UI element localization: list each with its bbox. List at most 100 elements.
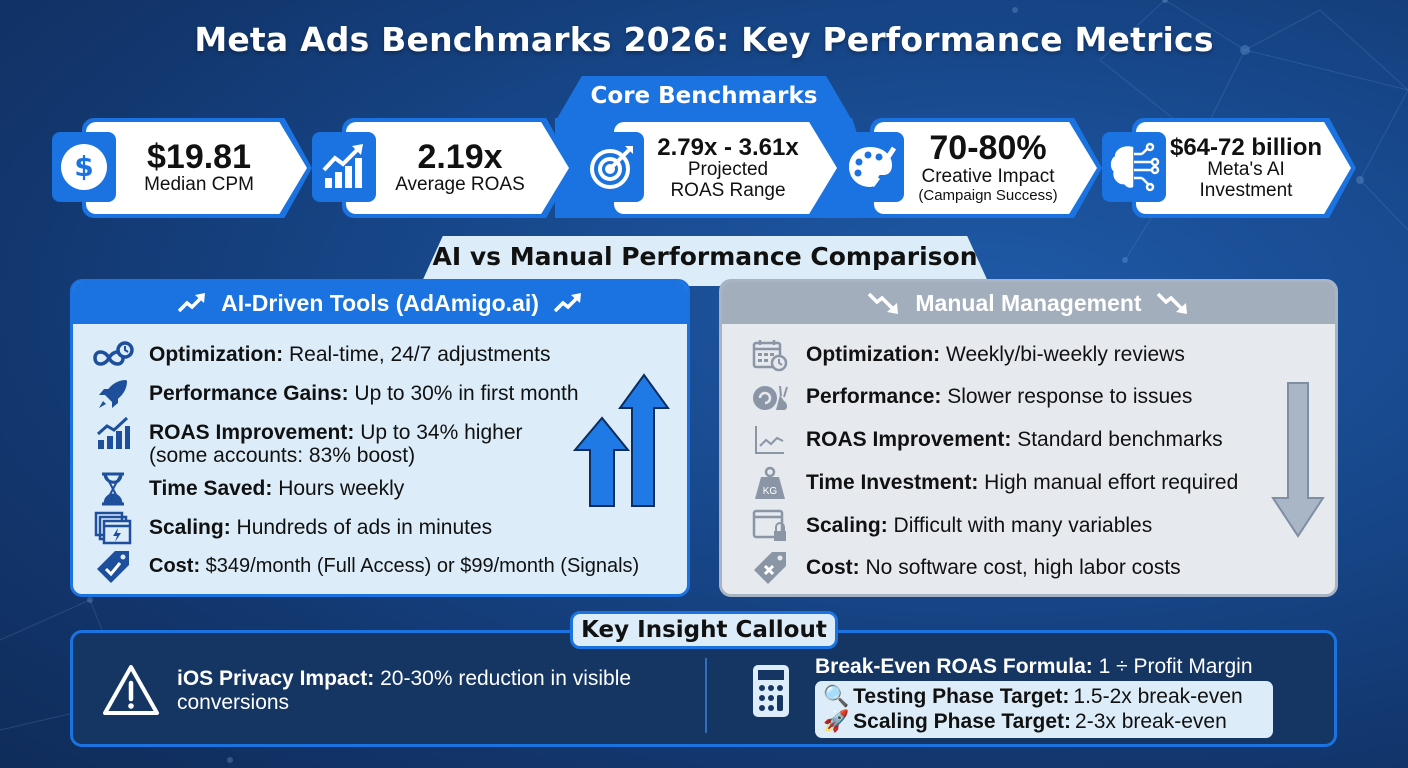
- key-insight-callout-label: Key Insight Callout: [570, 611, 838, 649]
- ios-value: 20-30% reduction in visible conversions: [177, 667, 632, 714]
- metric-card-average-roas: 2.19x Average ROAS: [312, 118, 574, 218]
- phase-targets: 🔍 Testing Phase Target: 1.5-2x break-eve…: [815, 681, 1273, 738]
- manual-panel-header: Manual Management: [722, 282, 1335, 324]
- formula-value: 1 ÷ Profit Margin: [1098, 655, 1253, 678]
- bar-chart-up-icon: [91, 416, 135, 450]
- manual-item-scaling: Scaling: Difficult with many variables: [748, 509, 1335, 551]
- item-value: Up to 30% in first month: [354, 382, 579, 405]
- down-arrow-icon: [1271, 382, 1325, 538]
- metric-sublabel: (Campaign Success): [918, 187, 1058, 205]
- item-key: Cost:: [806, 556, 860, 579]
- rocket-icon: [91, 377, 135, 411]
- hourglass-icon: [91, 472, 135, 506]
- trend-down-icon: [1156, 292, 1187, 314]
- item-key: Performance:: [806, 385, 942, 408]
- item-key: Cost:: [149, 555, 201, 577]
- metric-label: Meta's AI Investment: [1199, 158, 1293, 201]
- ai-item-performance-gains: Performance Gains: Up to 30% in first mo…: [91, 377, 687, 416]
- trend-up-icon: [553, 293, 581, 313]
- stacked-windows-icon: [91, 511, 135, 545]
- ios-privacy-impact: iOS Privacy Impact: 20-30% reduction in …: [177, 667, 697, 715]
- testing-phase-target: 🔍 Testing Phase Target: 1.5-2x break-eve…: [823, 684, 1265, 709]
- manual-item-time-investment: KG Time Investment: High manual effort r…: [748, 466, 1335, 509]
- manual-management-panel: Manual Management Optimization: Weekly/b…: [719, 279, 1338, 597]
- rocket-icon: 🚀: [823, 710, 850, 733]
- item-value: Difficult with many variables: [893, 514, 1153, 537]
- ios-key: iOS Privacy Impact:: [177, 667, 375, 690]
- metric-card-creative-impact: 70-80% Creative Impact (Campaign Success…: [840, 118, 1102, 218]
- manual-item-cost: Cost: No software cost, high labor costs: [748, 551, 1335, 590]
- metric-value: $19.81: [147, 137, 251, 176]
- ai-brain-icon: [1102, 132, 1166, 202]
- up-arrows-icon: [572, 373, 670, 507]
- item-value: No software cost, high labor costs: [865, 556, 1181, 579]
- calculator-icon: [753, 665, 789, 717]
- scaling-key: Scaling Phase Target:: [853, 710, 1072, 733]
- item-value-extra: (some accounts: 83% boost): [149, 444, 416, 467]
- palette-icon: [840, 132, 904, 202]
- page-title: Meta Ads Benchmarks 2026: Key Performanc…: [194, 20, 1214, 59]
- dollar-icon: $: [52, 132, 116, 202]
- ai-panel-header: AI-Driven Tools (AdAmigo.ai): [73, 282, 687, 324]
- item-key: Performance Gains:: [149, 382, 349, 405]
- ai-item-optimization: Optimization: Real-time, 24/7 adjustment…: [91, 338, 687, 377]
- ai-item-time-saved: Time Saved: Hours weekly: [91, 472, 687, 511]
- ai-item-cost: Cost: $349/month (Full Access) or $99/mo…: [91, 550, 687, 589]
- metric-label: Median CPM: [144, 174, 254, 196]
- manual-item-optimization: Optimization: Weekly/bi-weekly reviews: [748, 338, 1335, 380]
- comparison-title: AI vs Manual Performance Comparison: [432, 242, 978, 271]
- item-value: Real-time, 24/7 adjustments: [289, 343, 551, 366]
- trend-down-icon: [868, 292, 899, 314]
- break-even-formula: Break-Even ROAS Formula: 1 ÷ Profit Marg…: [815, 655, 1253, 679]
- item-key: Time Investment:: [806, 471, 979, 494]
- item-key: Optimization:: [806, 343, 941, 366]
- item-key: ROAS Improvement:: [149, 421, 355, 444]
- ai-panel-title: AI-Driven Tools (AdAmigo.ai): [221, 289, 539, 316]
- window-lock-icon: [748, 509, 792, 543]
- item-value: Hundreds of ads in minutes: [236, 516, 493, 539]
- item-key: Scaling:: [149, 516, 231, 539]
- comparison-tab: [420, 236, 990, 286]
- metric-value: $64-72 billion: [1169, 133, 1323, 161]
- item-value: Standard benchmarks: [1017, 428, 1223, 451]
- manual-item-performance: Performance: Slower response to issues: [748, 380, 1335, 423]
- item-value: Hours weekly: [278, 477, 405, 500]
- ai-item-roas-improvement: ROAS Improvement: Up to 34% higher (some …: [91, 416, 687, 472]
- callout-divider: [705, 658, 707, 733]
- item-key: Scaling:: [806, 514, 888, 537]
- metric-card-median-cpm: $ $19.81 Median CPM: [52, 118, 312, 218]
- testing-value: 1.5-2x break-even: [1073, 685, 1243, 708]
- scaling-value: 2-3x break-even: [1075, 710, 1227, 733]
- item-value: Up to 34% higher: [360, 421, 523, 444]
- target-icon: [580, 132, 644, 202]
- key-insight-callout: iOS Privacy Impact: 20-30% reduction in …: [70, 630, 1337, 747]
- metric-card-meta-ai-investment: $64-72 billion Meta's AI Investment: [1102, 118, 1356, 218]
- metric-label: Average ROAS: [395, 174, 525, 196]
- flat-line-chart-icon: [748, 423, 792, 457]
- core-benchmarks-label: Core Benchmarks: [590, 83, 818, 109]
- item-value: Weekly/bi-weekly reviews: [946, 343, 1185, 366]
- item-key: Time Saved:: [149, 477, 273, 500]
- testing-key: Testing Phase Target:: [853, 685, 1070, 708]
- warning-icon: [103, 665, 159, 715]
- growth-chart-icon: [312, 132, 376, 202]
- manual-item-roas-improvement: ROAS Improvement: Standard benchmarks: [748, 423, 1335, 466]
- core-benchmarks-tab: [555, 76, 853, 122]
- svg-text:$: $: [74, 150, 93, 183]
- snail-icon: [748, 380, 792, 414]
- metric-label: Creative Impact: [921, 166, 1055, 188]
- magnifier-icon: 🔍: [823, 685, 850, 708]
- manual-panel-title: Manual Management: [915, 289, 1142, 316]
- item-key: ROAS Improvement:: [806, 428, 1012, 451]
- metric-label: Projected ROAS Range: [670, 158, 786, 201]
- metric-card-projected-roas: 2.79x - 3.61x Projected ROAS Range: [580, 118, 842, 218]
- ai-item-scaling: Scaling: Hundreds of ads in minutes: [91, 511, 687, 550]
- item-value: $349/month (Full Access) or $99/month (S…: [205, 555, 640, 577]
- metric-value: 70-80%: [929, 129, 1047, 168]
- kg-weight-icon: KG: [748, 466, 792, 500]
- item-value: High manual effort required: [984, 471, 1239, 494]
- item-value: Slower response to issues: [947, 385, 1193, 408]
- scaling-phase-target: 🚀 Scaling Phase Target: 2-3x break-even: [823, 709, 1265, 734]
- formula-key: Break-Even ROAS Formula:: [815, 655, 1093, 678]
- trend-up-icon: [177, 293, 206, 313]
